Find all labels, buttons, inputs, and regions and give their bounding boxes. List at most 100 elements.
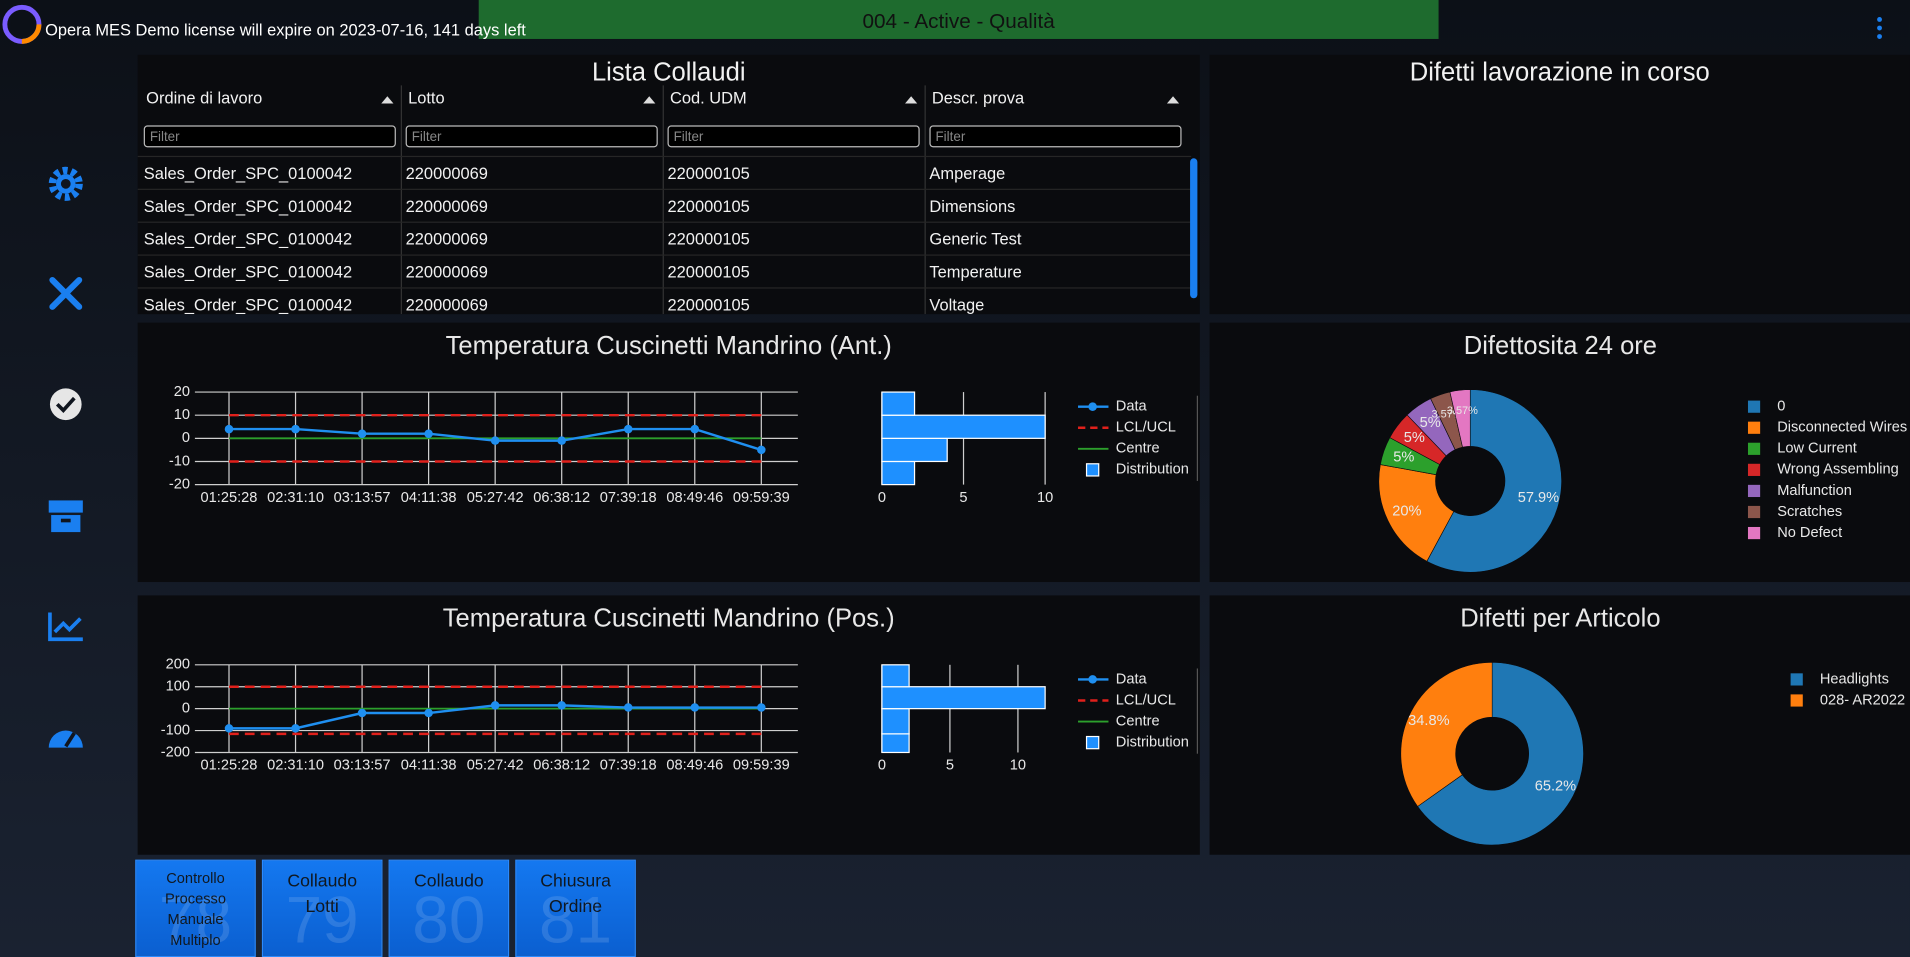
x-tick-label: 10 [1037, 490, 1053, 506]
column-divider [924, 85, 926, 315]
table-cell[interactable]: Sales_Order_SPC_0100042 [143, 197, 353, 216]
table-cell[interactable]: Dimensions [929, 197, 1016, 216]
table-cell[interactable]: 220000069 [405, 230, 488, 249]
table-cell[interactable]: Sales_Order_SPC_0100042 [143, 164, 353, 183]
logo [2, 4, 42, 44]
button-number: 79 [285, 883, 359, 957]
table-cell[interactable]: 220000105 [667, 197, 750, 216]
legend-label: LCL/UCL [1116, 692, 1176, 708]
button-number: 81 [538, 883, 613, 957]
menu-button[interactable]: 80 Collaudo [388, 859, 510, 957]
table-cell[interactable]: Temperature [929, 263, 1022, 282]
histogram-bar [881, 414, 1046, 439]
sort-arrow [643, 96, 656, 104]
data-point [224, 724, 234, 733]
menu-button[interactable]: 79 Collaudo Lotti [261, 859, 383, 957]
gauge-icon[interactable] [48, 730, 83, 748]
menu-dots[interactable] [1877, 17, 1882, 39]
table-cell[interactable]: Sales_Order_SPC_0100042 [143, 295, 353, 315]
tools-icon[interactable] [49, 277, 83, 310]
x-tick-label: 04:11:38 [401, 758, 457, 774]
filter-input[interactable]: Filter [929, 125, 1182, 148]
filter-input[interactable]: Filter [405, 125, 658, 148]
data-point [224, 424, 234, 434]
scrollbar[interactable] [1190, 158, 1198, 299]
data-point [557, 436, 566, 445]
table-cell[interactable]: 220000069 [405, 164, 488, 183]
y-tick-label: -100 [161, 722, 190, 738]
x-tick-label: 09:59:39 [733, 758, 790, 774]
table-title: Lista Collaudi [591, 58, 746, 87]
row-divider [137, 155, 1192, 158]
y-tick-label: -20 [169, 476, 190, 492]
settings-icon[interactable] [48, 166, 83, 201]
legend-swatch [1747, 463, 1761, 476]
table-cell[interactable]: Amperage [929, 164, 1006, 183]
histogram-bar [881, 437, 948, 463]
legend-label: Data [1116, 399, 1148, 415]
data-point [557, 701, 566, 710]
legend-swatch [1747, 505, 1761, 519]
column-header[interactable]: Ordine di lavoro [146, 88, 263, 108]
x-tick-label: 07:39:18 [600, 758, 657, 774]
menu-button[interactable]: 78 Controllo Processo Manuale Multiplo [135, 859, 256, 957]
column-header[interactable]: Cod. UDM [669, 88, 747, 108]
chart-panel [137, 322, 1200, 583]
table-cell[interactable]: 220000069 [405, 263, 488, 282]
x-tick-label: 04:11:38 [401, 490, 457, 506]
table-cell[interactable]: 220000069 [405, 197, 488, 216]
legend-label: Centre [1116, 441, 1160, 457]
legend-label: LCL/UCL [1116, 420, 1176, 436]
button-label: Collaudo Lotti [287, 871, 358, 917]
chart-icon[interactable] [48, 612, 83, 642]
table-cell[interactable]: 220000105 [667, 295, 750, 315]
table-cell[interactable]: Generic Test [929, 230, 1022, 249]
status-text: 004 - Active - Qualità [862, 9, 1055, 33]
histogram-bar [881, 391, 916, 416]
x-tick-label: 05:27:42 [467, 758, 524, 774]
column-divider [662, 85, 664, 315]
slice-label: 57.9% [1518, 490, 1559, 506]
sort-arrow [1166, 96, 1180, 104]
chart-panel [1209, 322, 1910, 583]
legend-label: Distribution [1116, 462, 1189, 478]
box-icon[interactable] [48, 500, 83, 533]
table-cell[interactable]: Voltage [929, 295, 985, 315]
data-point [690, 424, 700, 434]
menu-button[interactable]: 81 Chiusura Ordine [515, 859, 636, 957]
chart-title: Temperatura Cuscinetti Mandrino (Ant.) [446, 332, 892, 360]
legend-label: Data [1116, 671, 1148, 687]
table-cell[interactable]: 220000069 [405, 295, 488, 315]
legend-label: Disconnected Wires [1777, 420, 1907, 436]
legend-swatch [1088, 402, 1097, 411]
table-cell[interactable]: 220000105 [667, 164, 750, 183]
table-cell[interactable]: Sales_Order_SPC_0100042 [143, 263, 353, 282]
row-divider [137, 254, 1192, 256]
legend-swatch [1747, 400, 1761, 413]
chart-title: Difetti per Articolo [1460, 605, 1660, 633]
check-icon[interactable] [49, 388, 82, 421]
slice-label: 3.57% [1447, 405, 1478, 417]
table-panel [137, 54, 1200, 315]
x-tick-label: 02:31:10 [267, 758, 324, 774]
column-divider [400, 85, 402, 315]
table-cell[interactable]: 220000105 [667, 230, 750, 249]
x-tick-label: 08:49:46 [666, 490, 723, 506]
filter-input[interactable]: Filter [667, 125, 920, 148]
data-point [623, 703, 633, 712]
x-tick-label: 0 [878, 490, 886, 506]
slice-label: 5% [1404, 430, 1425, 446]
column-header[interactable]: Lotto [408, 88, 445, 108]
column-header[interactable]: Descr. prova [931, 88, 1025, 108]
legend-label: Wrong Assembling [1777, 462, 1899, 478]
table-cell[interactable]: 220000105 [667, 263, 750, 282]
legend-label: 0 [1777, 399, 1785, 415]
button-label: Collaudo [414, 871, 484, 892]
filter-input[interactable]: Filter [143, 125, 396, 148]
y-tick-label: 20 [174, 384, 190, 400]
table-cell[interactable]: Sales_Order_SPC_0100042 [143, 230, 353, 249]
data-point [757, 703, 766, 712]
status-bar [478, 0, 1439, 39]
